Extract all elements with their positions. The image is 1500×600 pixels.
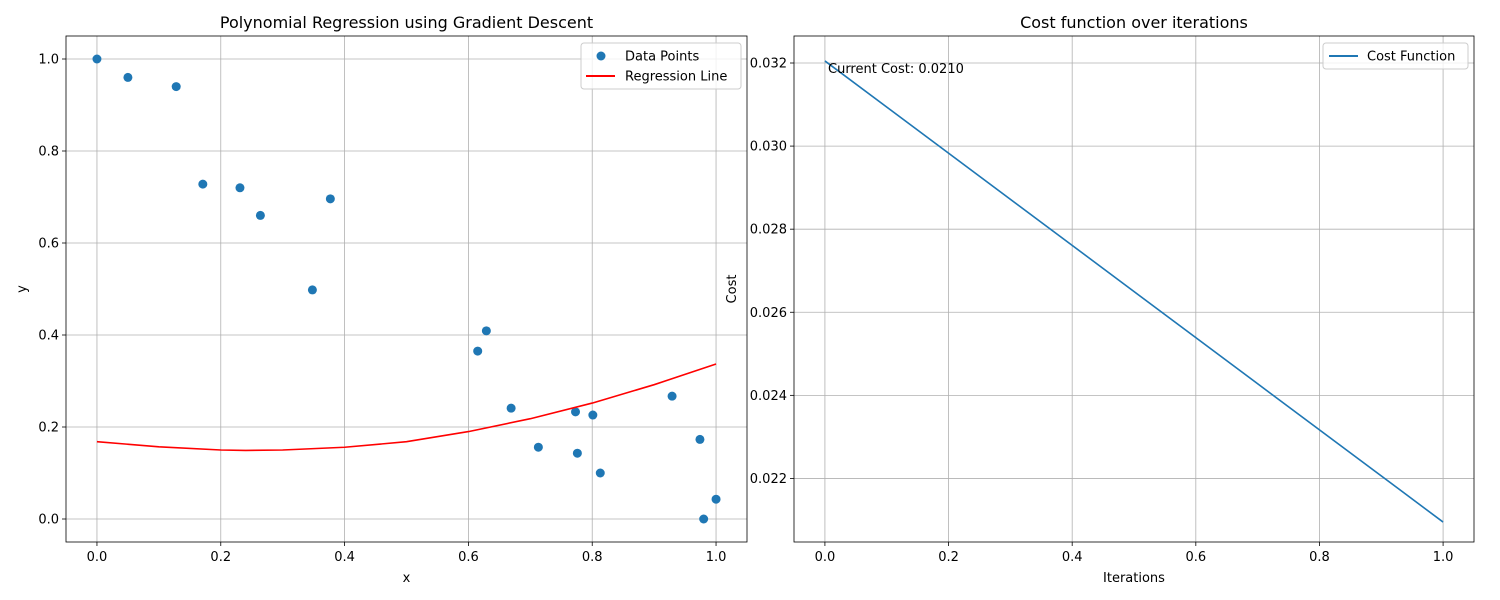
data-point (711, 494, 721, 504)
grid-lines (794, 36, 1474, 542)
legend-label-regression-line: Regression Line (625, 70, 727, 85)
y-tick-label: 1.0 (38, 53, 59, 68)
plot-frame (65, 35, 748, 543)
x-tick-labels: 0.0 0.2 0.4 0.6 0.8 1.0 (815, 550, 1454, 565)
data-point (571, 407, 581, 417)
y-tick-label: 0.6 (38, 237, 59, 252)
data-point (506, 403, 516, 413)
x-tick-label: 0.2 (938, 550, 959, 565)
data-point (695, 434, 705, 444)
y-tick-labels: 0.0 0.2 0.4 0.6 0.8 1.0 (38, 53, 59, 528)
x-tick-label: 0.2 (210, 550, 231, 565)
plot-frame (793, 35, 1475, 543)
regression-subplot: Polynomial Regression using Gradient Des… (15, 13, 748, 586)
x-axis-label: x (403, 571, 411, 586)
x-tick-label: 0.4 (334, 550, 355, 565)
x-tick-label: 0.8 (582, 550, 603, 565)
x-tick-label: 0.4 (1062, 550, 1083, 565)
cost-function-line (824, 60, 1444, 523)
cost-subplot: Cost function over iterations Iterations… (725, 13, 1475, 586)
tick-marks (62, 58, 717, 546)
legend-marker-data-points (596, 51, 606, 61)
x-tick-label: 0.0 (87, 550, 108, 565)
series-layer (92, 54, 721, 524)
x-tick-label: 0.8 (1309, 550, 1330, 565)
x-tick-label: 0.6 (1185, 550, 1206, 565)
y-tick-label: 0.028 (750, 223, 787, 238)
x-tick-label: 1.0 (1433, 550, 1454, 565)
data-point (533, 442, 543, 452)
data-point (171, 82, 181, 92)
series-layer (824, 60, 1444, 523)
x-tick-label: 0.6 (458, 550, 479, 565)
current-cost-annotation: Current Cost: 0.0210 (828, 62, 964, 77)
y-tick-label: 0.024 (750, 389, 787, 404)
y-tick-label: 0.4 (38, 329, 59, 344)
chart-title: Cost function over iterations (1020, 13, 1248, 32)
data-point (588, 410, 598, 420)
x-tick-label: 0.0 (815, 550, 836, 565)
y-tick-label: 0.026 (750, 306, 787, 321)
grid-lines (66, 36, 747, 542)
data-point (473, 346, 483, 356)
y-tick-label: 0.0 (38, 513, 59, 528)
data-point (572, 448, 582, 458)
plot-background (794, 36, 1474, 542)
data-point (255, 210, 265, 220)
data-point (667, 391, 677, 401)
data-point (325, 194, 335, 204)
data-point (307, 285, 317, 295)
x-axis-label: Iterations (1103, 571, 1165, 586)
data-point (235, 183, 245, 193)
data-point (481, 326, 491, 336)
y-tick-label: 0.030 (750, 140, 787, 155)
legend-label-data-points: Data Points (625, 50, 699, 65)
legend-label-cost-function: Cost Function (1367, 50, 1455, 65)
data-point (123, 72, 133, 82)
plot-background (66, 36, 747, 542)
y-tick-label: 0.032 (750, 57, 787, 72)
data-point (595, 468, 605, 478)
y-axis-label: Cost (725, 275, 740, 304)
y-tick-labels: 0.022 0.024 0.026 0.028 0.030 0.032 (750, 57, 787, 487)
chart-title: Polynomial Regression using Gradient Des… (220, 13, 593, 32)
legend-box (1322, 42, 1469, 70)
y-tick-label: 0.022 (750, 472, 787, 487)
tick-marks (790, 62, 1444, 546)
legend: Cost Function (1322, 42, 1469, 70)
data-point (699, 514, 709, 524)
data-point (198, 179, 208, 189)
y-tick-label: 0.2 (38, 421, 59, 436)
legend: Data Points Regression Line (580, 42, 742, 90)
legend-box (580, 42, 742, 90)
x-tick-labels: 0.0 0.2 0.4 0.6 0.8 1.0 (87, 550, 727, 565)
y-axis-label: y (15, 285, 30, 293)
regression-line-line (96, 363, 717, 452)
x-tick-label: 1.0 (706, 550, 727, 565)
data-point (92, 54, 102, 64)
y-tick-label: 0.8 (38, 145, 59, 160)
